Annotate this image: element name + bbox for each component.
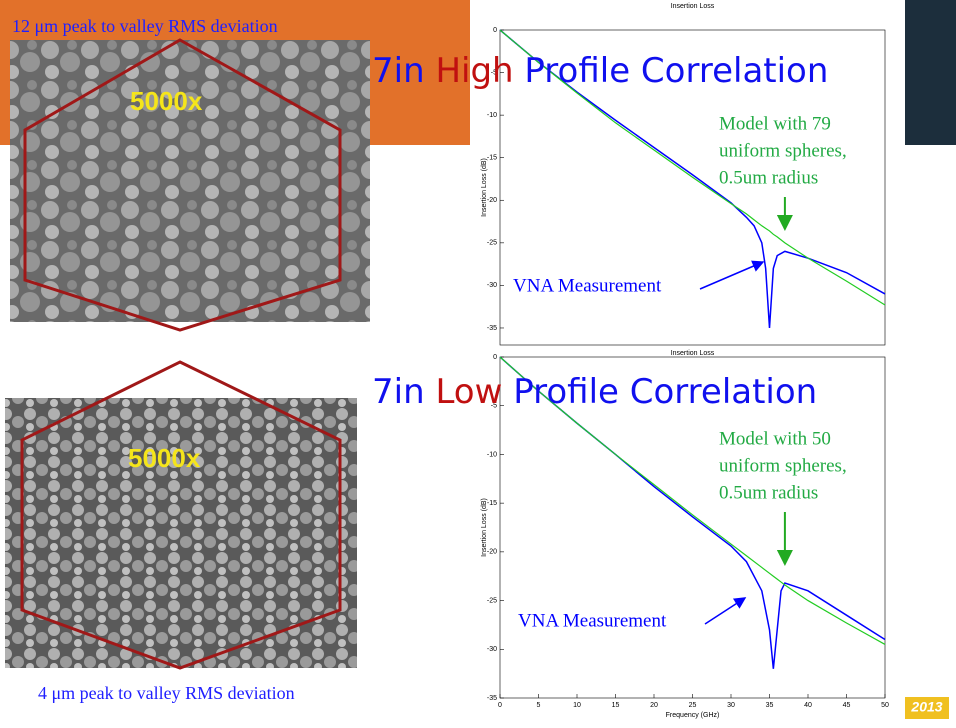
y-tick-label: -15	[487, 155, 497, 162]
model-note: 0.5um radius	[719, 167, 818, 188]
x-tick-label: 35	[766, 702, 774, 709]
chart-title: Insertion Loss	[671, 3, 715, 10]
banner-right	[905, 0, 956, 145]
headline-part: Profile Correlation	[514, 51, 829, 91]
headline: 7in High Profile Correlation	[372, 51, 828, 91]
y-tick-label: -25	[487, 597, 497, 604]
model-note: Model with 50	[719, 428, 831, 449]
headline-part: High	[435, 51, 513, 91]
zoom-label: 5000x	[128, 443, 201, 473]
model-note: uniform spheres,	[719, 455, 847, 476]
x-tick-label: 50	[881, 702, 889, 709]
caption: 12 μm peak to valley RMS deviation	[12, 16, 278, 36]
y-tick-label: -35	[487, 325, 497, 332]
photo-bottom	[5, 398, 357, 668]
model-note: Model with 79	[719, 113, 831, 134]
x-tick-label: 40	[804, 702, 812, 709]
model-note: uniform spheres,	[719, 140, 847, 161]
x-tick-label: 15	[612, 702, 620, 709]
y-tick-label: 0	[493, 27, 497, 34]
x-tick-label: 10	[573, 702, 581, 709]
x-tick-label: 20	[650, 702, 658, 709]
zoom-label: 5000x	[130, 86, 203, 116]
y-tick-label: 0	[493, 354, 497, 361]
y-axis-label: Insertion Loss (dB)	[481, 158, 488, 217]
headline-part: 7in	[372, 372, 435, 412]
x-tick-label: 25	[689, 702, 697, 709]
headline-part: Low	[435, 372, 502, 412]
chart-title: Insertion Loss	[671, 350, 715, 357]
headline: 7in Low Profile Correlation	[372, 372, 817, 412]
x-tick-label: 45	[843, 702, 851, 709]
y-tick-label: -15	[487, 500, 497, 507]
x-axis-label: Frequency (GHz)	[666, 712, 720, 719]
logo-text: 2013	[910, 699, 942, 715]
model-note: 0.5um radius	[719, 482, 818, 503]
headline-part: 7in	[372, 51, 435, 91]
measurement-note: VNA Measurement	[518, 610, 667, 631]
y-tick-label: -10	[487, 112, 497, 119]
measurement-note: VNA Measurement	[513, 275, 662, 296]
photo-top	[10, 40, 370, 322]
y-tick-label: -25	[487, 240, 497, 247]
x-tick-label: 5	[537, 702, 541, 709]
y-tick-label: -35	[487, 695, 497, 702]
x-tick-label: 30	[727, 702, 735, 709]
y-tick-label: -10	[487, 451, 497, 458]
x-tick-label: 0	[498, 702, 502, 709]
y-tick-label: -20	[487, 197, 497, 204]
headline-part: Profile Correlation	[502, 372, 817, 412]
y-tick-label: -30	[487, 646, 497, 653]
y-tick-label: -20	[487, 549, 497, 556]
slide: 12 μm peak to valley RMS deviation 5000x…	[0, 0, 956, 723]
caption: 4 μm peak to valley RMS deviation	[38, 683, 295, 703]
y-tick-label: -30	[487, 282, 497, 289]
y-axis-label: Insertion Loss (dB)	[481, 498, 488, 557]
